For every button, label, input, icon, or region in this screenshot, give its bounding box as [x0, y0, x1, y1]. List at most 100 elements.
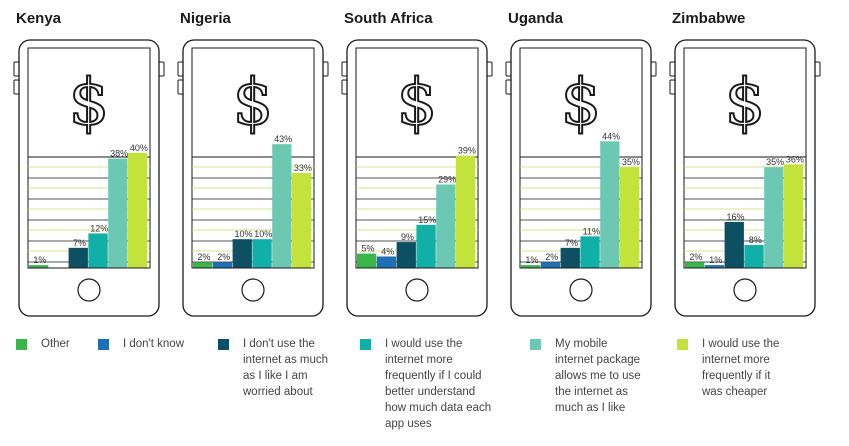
data-label: 4% — [381, 246, 394, 256]
legend-label: I would use the internet more frequently i… — [702, 336, 779, 400]
legend-item: My mobile internet package allows me to us… — [530, 336, 641, 416]
side-button — [486, 61, 493, 77]
side-button — [341, 61, 348, 77]
data-label: 10% — [254, 229, 272, 239]
dollar-sign-icon: $ — [725, 66, 766, 140]
legend-label-line: I would use the — [702, 338, 780, 350]
legend-label-line: internet more — [702, 354, 770, 366]
bar — [724, 221, 744, 268]
side-button — [13, 61, 20, 77]
bar — [436, 184, 456, 268]
bar — [272, 144, 292, 268]
data-label: 29% — [438, 174, 456, 184]
data-label: 11% — [583, 226, 600, 236]
legend-label-line: internet package — [555, 354, 641, 366]
data-label: 44% — [602, 131, 620, 141]
home-button — [733, 278, 757, 302]
panel-south-africa: South Africa $5% 4% 9% 15% 29% 39% — [341, 10, 493, 317]
home-button — [77, 278, 101, 302]
bar — [212, 262, 233, 268]
panel-title: Kenya — [16, 10, 62, 27]
legend-label: I don't know — [123, 336, 184, 352]
bar — [88, 233, 108, 268]
data-label: 2% — [197, 252, 210, 262]
bar — [357, 253, 377, 268]
panel-zimbabwe: Zimbabwe $2% 1% 16% 8% 35% 36% — [669, 10, 821, 317]
data-label: 1% — [525, 255, 538, 265]
panel-title: Nigeria — [180, 10, 232, 27]
data-label: 16% — [726, 212, 744, 222]
legend-label-line: My mobile — [555, 338, 608, 350]
legend-label-line: internet as much — [243, 354, 329, 366]
data-label: 9% — [401, 232, 414, 242]
bar — [416, 224, 436, 268]
legend-label-line: was cheaper — [702, 386, 768, 398]
legend-item: I don't use the internet as much as I like… — [218, 336, 328, 400]
legend-swatch — [218, 339, 229, 350]
bar — [521, 265, 541, 268]
legend-label-line: Other — [41, 338, 70, 350]
bar — [29, 265, 49, 268]
legend-label-line: I would use the — [385, 338, 463, 350]
dollar-sign-icon: $ — [233, 66, 274, 140]
panel-title: Zimbabwe — [672, 10, 745, 27]
home-button — [241, 278, 265, 302]
dollar-sign-icon: $ — [561, 66, 602, 140]
legend-label: Other — [41, 336, 70, 352]
legend-item: I would use the internet more frequently i… — [360, 336, 491, 432]
side-button — [158, 61, 165, 77]
side-button — [505, 79, 512, 95]
legend-label-line: much as I like — [555, 402, 626, 414]
legend-label-line: as I like I am — [243, 370, 308, 382]
bar — [376, 256, 397, 268]
data-label: 2% — [217, 252, 230, 262]
legend-label-line: frequently if it — [702, 370, 771, 382]
legend-swatch — [16, 339, 27, 350]
legend-label-line: allows me to use — [555, 370, 641, 382]
legend-label: My mobile internet package allows me to us… — [555, 336, 641, 416]
bar — [600, 141, 620, 268]
legend-label-line: frequently if I could — [385, 370, 482, 382]
side-button — [669, 61, 676, 77]
side-button — [814, 61, 821, 77]
data-label: 39% — [458, 146, 476, 156]
side-button — [669, 79, 676, 95]
bar — [620, 167, 640, 268]
bar — [560, 247, 580, 268]
bar — [292, 172, 312, 268]
bar — [108, 158, 128, 268]
legend-swatch — [677, 339, 688, 350]
data-label: 1% — [709, 255, 722, 265]
bar — [540, 262, 561, 268]
data-label: 5% — [361, 244, 374, 254]
legend-swatch — [530, 339, 541, 350]
data-label: 1% — [33, 255, 46, 265]
side-button — [177, 79, 184, 95]
data-label: 2% — [545, 252, 558, 262]
side-button — [341, 79, 348, 95]
bar — [252, 239, 272, 268]
data-label: 36% — [786, 154, 804, 164]
bar — [784, 164, 804, 268]
bar — [396, 242, 416, 268]
legend-label-line: internet more — [385, 354, 453, 366]
data-label: 12% — [90, 223, 108, 233]
bar — [68, 247, 88, 268]
side-button — [177, 61, 184, 77]
legend-label: I would use the internet more frequently i… — [385, 336, 491, 432]
side-button — [505, 61, 512, 77]
legend-label-line: app uses — [385, 418, 432, 430]
data-label: 33% — [294, 163, 312, 173]
data-label: 38% — [110, 149, 128, 159]
side-button — [13, 79, 20, 95]
dollar-sign-icon: $ — [397, 66, 438, 140]
panel-title: Uganda — [508, 10, 564, 27]
data-label: 7% — [73, 238, 86, 248]
bar — [128, 152, 148, 268]
dollar-sign-icon: $ — [69, 66, 110, 140]
legend-label: I don't use the internet as much as I like… — [243, 336, 328, 400]
data-label: 40% — [130, 143, 148, 153]
data-label: 15% — [418, 215, 436, 225]
side-button — [650, 61, 657, 77]
